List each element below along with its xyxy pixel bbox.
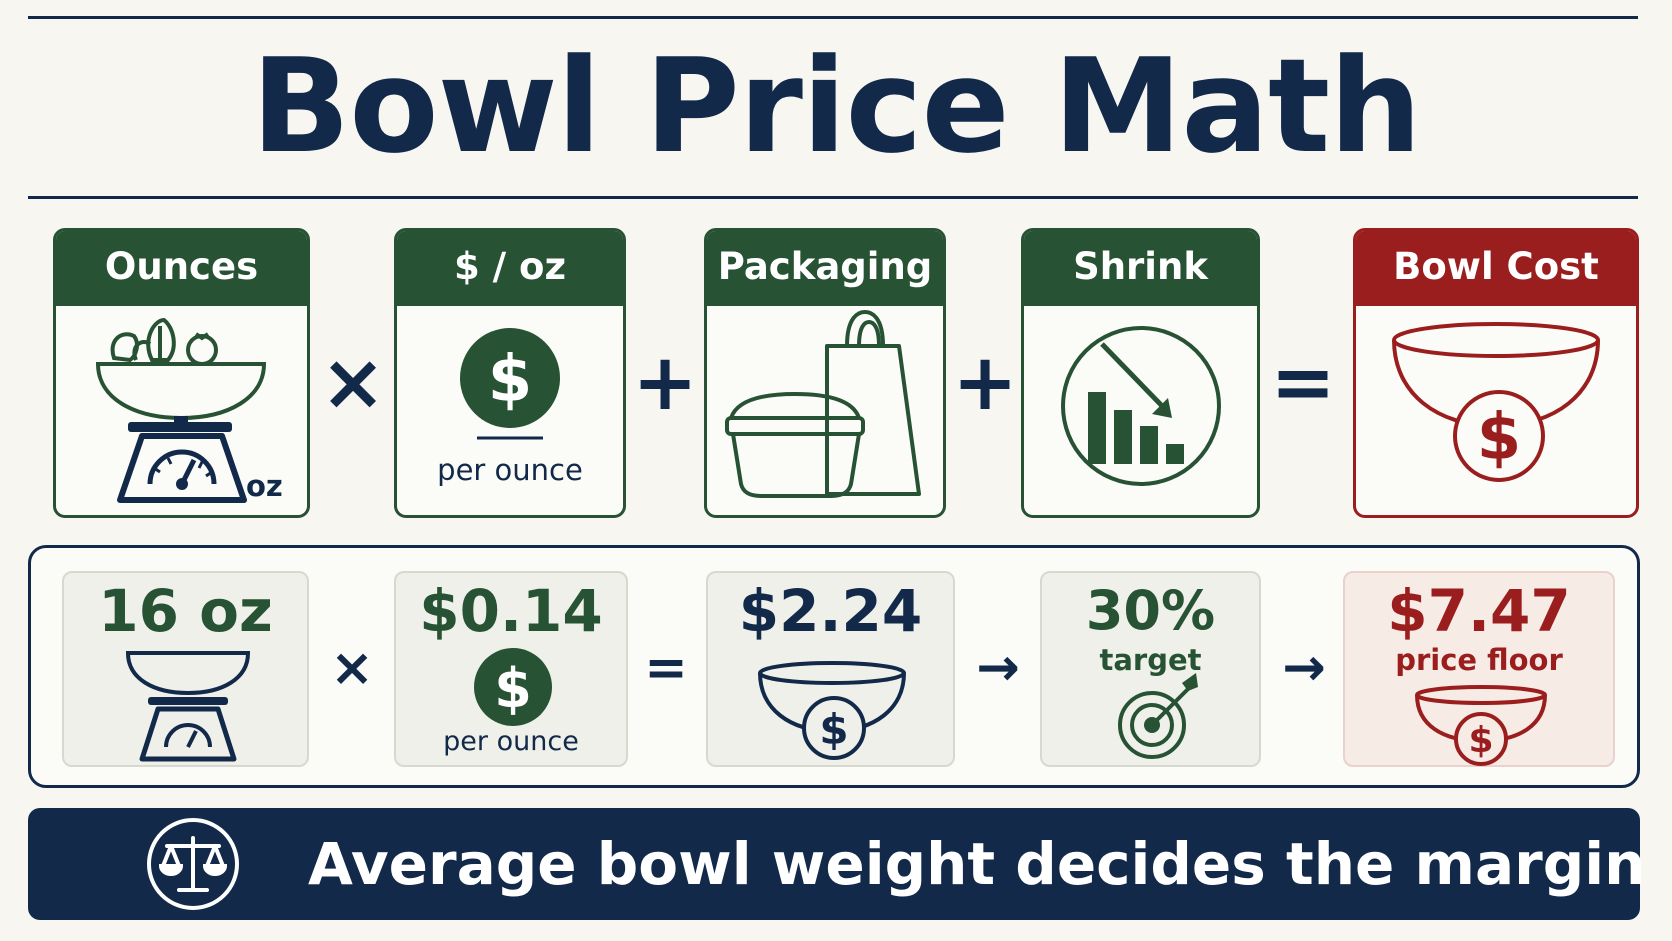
- price-per-oz-card: $ / oz $ per ounce: [394, 228, 626, 518]
- bowl-cost-value: $2.24: [738, 577, 923, 645]
- bowl-cost-example-tile: $2.24 $: [706, 571, 955, 767]
- takeaway-text: Average bowl weight decides the margin: [308, 830, 1646, 898]
- svg-text:$: $: [488, 343, 533, 417]
- multiply-operator: ×: [320, 338, 386, 428]
- balance-scale-icon: [147, 818, 239, 910]
- example-arrow-2: →: [1282, 638, 1326, 698]
- example-equals-operator: =: [644, 638, 688, 698]
- example-multiply-operator: ×: [330, 638, 374, 698]
- scale-with-salad-bowl-icon: [95, 317, 267, 503]
- price-floor-caption: price floor: [1395, 643, 1563, 677]
- plus-operator-1: +: [632, 338, 698, 428]
- title-underline: [28, 196, 1638, 199]
- bullseye-target-icon: [1118, 673, 1198, 759]
- dollar-coin-icon: $: [460, 328, 560, 440]
- shrink-card: Shrink: [1021, 228, 1260, 518]
- bowl-with-dollar-icon-navy: $: [758, 661, 906, 760]
- ounces-example-tile: 16 oz: [62, 571, 309, 767]
- svg-text:$: $: [1477, 401, 1522, 475]
- bowl-cost-card: Bowl Cost $: [1353, 228, 1639, 518]
- svg-text:$: $: [1468, 720, 1493, 761]
- bowl-cost-card-header: Bowl Cost: [1356, 231, 1636, 306]
- svg-text:$: $: [819, 705, 848, 754]
- scale-with-bowl-icon: [125, 651, 251, 762]
- price-per-oz-example-caption: per ounce: [443, 726, 579, 757]
- ounces-unit-label: oz: [246, 469, 283, 503]
- target-caption: target: [1099, 643, 1202, 677]
- svg-text:$: $: [494, 657, 532, 720]
- takeout-container-and-bag-icon: [725, 310, 921, 498]
- dollar-coin-icon-small: $: [474, 648, 552, 726]
- bowl-with-dollar-icon-red: $: [1415, 685, 1547, 766]
- price-per-oz-card-header: $ / oz: [397, 231, 623, 306]
- top-rule: [28, 16, 1638, 19]
- price-per-oz-caption: per ounce: [437, 453, 583, 487]
- packaging-card: Packaging: [704, 228, 946, 518]
- ounces-card: Ounces oz: [53, 228, 310, 518]
- price-per-oz-example-tile: $0.14 $ per ounce: [394, 571, 628, 767]
- packaging-card-header: Packaging: [707, 231, 943, 306]
- bowl-with-dollar-icon: $: [1392, 322, 1600, 482]
- plus-operator-2: +: [952, 338, 1018, 428]
- price-floor-value: $7.47: [1387, 577, 1571, 645]
- target-example-tile: 30% target: [1040, 571, 1261, 767]
- page-title: Bowl Price Math: [251, 30, 1422, 182]
- price-per-oz-value: $0.14: [419, 577, 603, 645]
- target-pct-value: 30%: [1085, 579, 1216, 642]
- price-floor-example-tile: $7.47 price floor $: [1343, 571, 1615, 767]
- example-arrow-1: →: [976, 638, 1020, 698]
- ounces-card-header: Ounces: [56, 231, 307, 306]
- shrink-card-header: Shrink: [1024, 231, 1257, 306]
- declining-bar-chart-icon: [1061, 326, 1221, 486]
- ounces-value: 16 oz: [98, 577, 273, 645]
- takeaway-banner: Average bowl weight decides the margin: [28, 808, 1645, 920]
- equals-operator: =: [1270, 338, 1336, 428]
